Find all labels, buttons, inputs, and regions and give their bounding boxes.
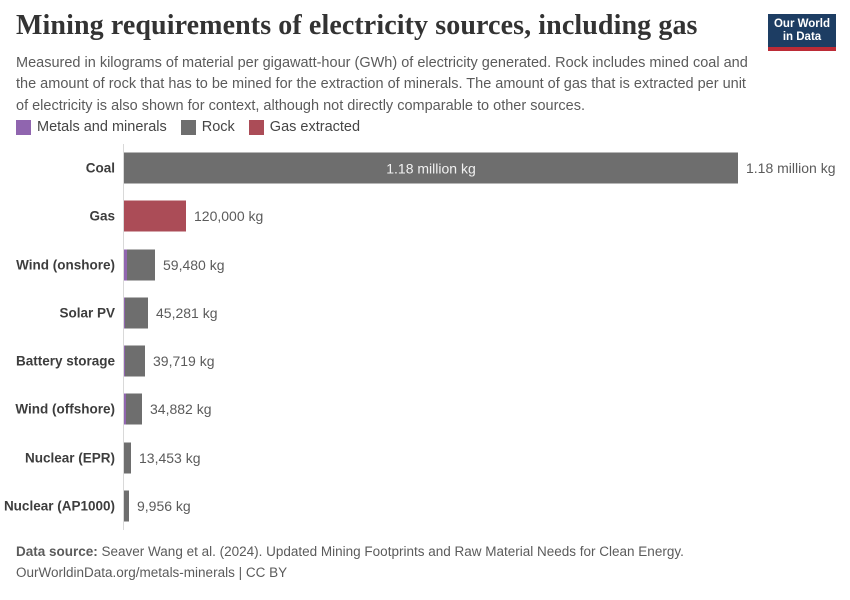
bar-row: Solar PV 45,281 kg (0, 289, 850, 337)
category-label: Battery storage (15, 353, 115, 369)
value-label: 45,281 kg (156, 304, 218, 321)
value-label: 1.18 million kg (746, 160, 836, 176)
bar-segment-rock[interactable] (124, 152, 738, 184)
bar-segment-rock[interactable] (124, 490, 129, 522)
legend-label: Metals and minerals (37, 119, 167, 135)
legend-label: Rock (201, 119, 235, 135)
bar-segment-rock[interactable] (125, 345, 145, 377)
data-source-label: Data source: (16, 544, 98, 559)
value-label: 13,453 kg (139, 449, 201, 466)
gas-swatch-icon (248, 119, 264, 135)
bar-row: Battery storage 39,719 kg (0, 337, 850, 385)
bar-segment-metals[interactable] (124, 297, 125, 329)
rock-swatch-icon (180, 119, 196, 135)
bar[interactable] (124, 490, 129, 522)
bar-row: Nuclear (EPR) 13,453 kg (0, 434, 850, 482)
bar-segment-rock[interactable] (126, 393, 142, 425)
bar-segment-rock[interactable] (125, 297, 148, 329)
chart-subtitle: Measured in kilograms of material per gi… (16, 55, 748, 114)
legend-label: Gas extracted (269, 119, 361, 135)
legend-item-metals: Metals and minerals (16, 119, 167, 135)
chart-footer: Data source: Seaver Wang et al. (2024). … (16, 541, 684, 583)
bar-row: Wind (onshore) 59,480 kg (0, 241, 850, 289)
owid-logo-line1: Our World (773, 18, 830, 30)
value-label: 59,480 kg (163, 256, 225, 273)
category-label: Nuclear (AP1000) (3, 498, 115, 514)
bar-segment-metals[interactable] (124, 249, 127, 280)
bar-row: Nuclear (AP1000) 9,956 kg (0, 482, 850, 530)
value-label: 120,000 kg (194, 208, 264, 225)
legend-item-rock: Rock (180, 119, 235, 135)
bar-segment-rock[interactable] (127, 249, 155, 280)
value-label: 9,956 kg (137, 497, 191, 514)
bar[interactable] (124, 345, 145, 377)
category-label: Nuclear (EPR) (24, 450, 115, 465)
metals-swatch-icon (16, 119, 31, 135)
bar[interactable] (124, 200, 186, 232)
bar-segment-metals[interactable] (124, 345, 125, 377)
bar-segment-gas[interactable] (124, 200, 186, 232)
bar-row: Wind (offshore) 34,882 kg (0, 385, 850, 433)
bar-row: Gas 120,000 kg (0, 192, 850, 240)
bar[interactable] (124, 442, 131, 473)
data-source-line: Data source: Seaver Wang et al. (2024). … (16, 541, 684, 562)
value-label: 34,882 kg (150, 401, 212, 418)
legend: Metals and minerals Rock Gas extracted (16, 119, 360, 135)
category-label: Solar PV (59, 305, 115, 321)
chart-title: Mining requirements of electricity sourc… (16, 10, 698, 41)
owid-logo-line2: in Data (782, 31, 822, 43)
category-label: Coal (85, 160, 115, 176)
value-label: 39,719 kg (153, 353, 215, 369)
bar[interactable]: 1.18 million kg (124, 152, 738, 184)
owid-logo-box: Our World in Data (768, 14, 836, 47)
data-source-text: Seaver Wang et al. (2024). Updated Minin… (97, 544, 684, 559)
owid-logo-red-strip (768, 47, 836, 51)
bar[interactable] (124, 393, 142, 425)
category-label: Gas (89, 208, 115, 224)
owid-logo[interactable]: Our World in Data (768, 14, 836, 51)
y-axis-line (123, 144, 124, 530)
legend-item-gas: Gas extracted (248, 119, 361, 135)
bar-inside-label: 1.18 million kg (386, 160, 476, 176)
category-label: Wind (onshore) (16, 257, 115, 272)
bar-segment-metals[interactable] (124, 393, 126, 425)
bar[interactable] (124, 297, 148, 329)
bar[interactable] (124, 249, 155, 280)
bar-row: Coal 1.18 million kg 1.18 million kg (0, 144, 850, 192)
bar-segment-rock[interactable] (124, 442, 131, 473)
category-label: Wind (offshore) (15, 401, 115, 417)
citation-line[interactable]: OurWorldinData.org/metals-minerals | CC … (16, 565, 288, 580)
bar-chart: Coal 1.18 million kg 1.18 million kg Gas 120… (0, 144, 850, 530)
